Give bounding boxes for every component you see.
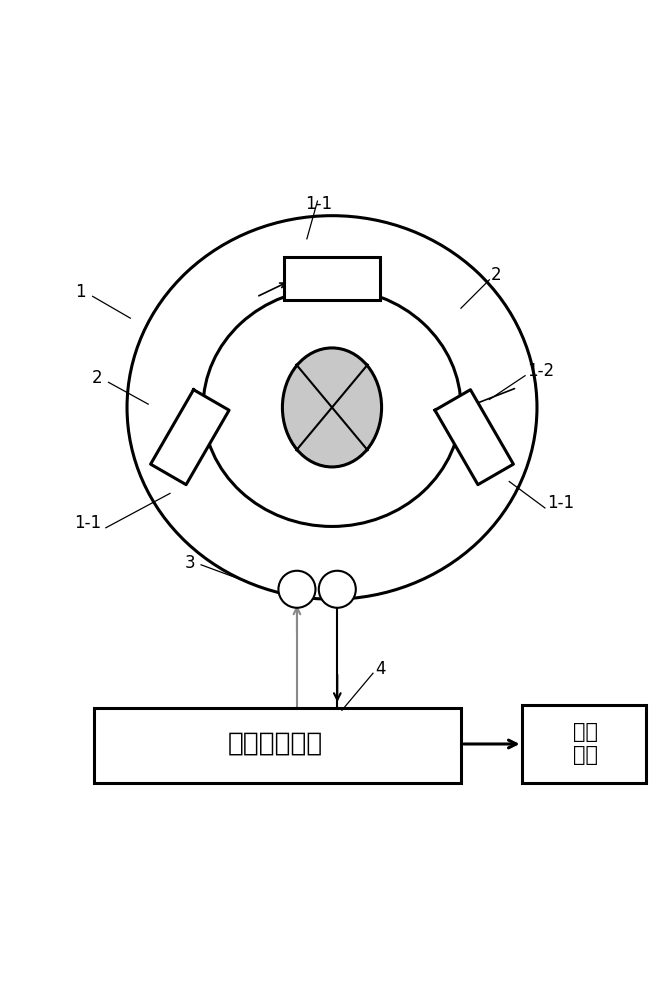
Ellipse shape xyxy=(282,348,382,467)
Polygon shape xyxy=(435,390,513,485)
Ellipse shape xyxy=(278,571,315,608)
Ellipse shape xyxy=(319,571,356,608)
Text: 4: 4 xyxy=(375,660,386,678)
Text: 1-1: 1-1 xyxy=(547,494,574,512)
Ellipse shape xyxy=(127,216,537,599)
Bar xyxy=(94,708,461,783)
Ellipse shape xyxy=(203,288,461,526)
Bar xyxy=(523,705,646,783)
Bar xyxy=(284,257,380,300)
Polygon shape xyxy=(151,390,229,485)
Text: 3: 3 xyxy=(185,554,195,572)
Text: 信号处理单元: 信号处理单元 xyxy=(228,730,323,756)
Text: 2: 2 xyxy=(92,369,102,387)
Text: 合并
单元: 合并 单元 xyxy=(573,722,598,765)
Text: 1-2: 1-2 xyxy=(527,362,554,380)
Text: 1-1: 1-1 xyxy=(305,195,333,213)
Text: 2: 2 xyxy=(491,266,501,284)
Text: 1-1: 1-1 xyxy=(74,514,101,532)
Text: 1: 1 xyxy=(76,283,86,301)
